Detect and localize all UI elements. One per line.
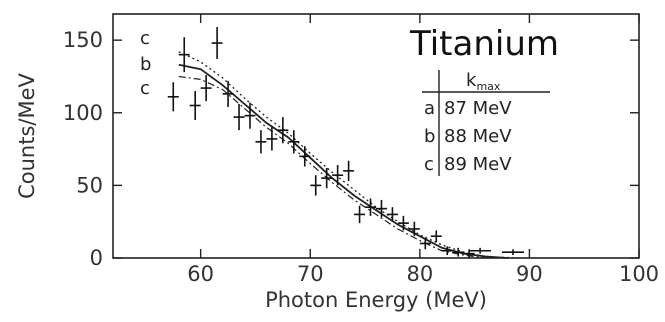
data-point [441, 246, 453, 256]
y-tick-label: 100 [63, 101, 103, 125]
data-point [332, 165, 344, 186]
legend-key-a: a [424, 98, 435, 119]
data-point [211, 27, 223, 60]
x-tick-label: 70 [297, 262, 324, 286]
x-tick-label: 80 [406, 262, 433, 286]
curve-tag-c-top: c [140, 28, 150, 49]
legend: kmax a 87 MeV b 88 MeV c 89 MeV [422, 70, 550, 176]
data-point [321, 167, 333, 189]
data-point [189, 90, 201, 121]
axis-tick-labels: 60 70 80 90 100 0 50 100 150 [63, 28, 659, 286]
data-point [167, 82, 179, 112]
data-point [178, 37, 190, 73]
legend-value-a: 87 MeV [444, 98, 512, 119]
data-point [299, 146, 311, 167]
data-point [469, 247, 492, 254]
legend-header-sub: max [476, 80, 500, 93]
chart-title: Titanium [409, 24, 559, 64]
data-point [266, 127, 278, 151]
data-point [255, 130, 267, 154]
y-tick-label: 50 [76, 173, 103, 197]
data-point [408, 221, 420, 237]
data-point [452, 247, 464, 257]
data-point [343, 160, 355, 182]
legend-header: kmax [466, 70, 501, 93]
data-point [376, 199, 387, 218]
data-point [397, 215, 409, 231]
y-tick-label: 150 [63, 28, 103, 52]
y-axis-label: Counts/MeV [15, 72, 39, 198]
data-point [277, 117, 289, 144]
legend-key-c: c [424, 154, 434, 175]
axis-ticks [113, 14, 640, 259]
x-tick-label: 60 [187, 262, 214, 286]
data-point [233, 104, 245, 131]
legend-key-b: b [424, 126, 435, 147]
fit-curve-solid [178, 63, 508, 259]
data-point [386, 207, 398, 222]
data-point [288, 130, 300, 154]
fit-curve-dashdot [178, 75, 486, 259]
data-point [310, 175, 322, 196]
data-point [200, 75, 212, 102]
data-point [354, 205, 366, 224]
x-axis-label: Photon Energy (MeV) [265, 288, 487, 312]
curve-tag-b: b [140, 54, 151, 75]
fit-curves [178, 51, 519, 259]
data-point [502, 249, 524, 256]
data-point [244, 102, 256, 129]
legend-header-k: k [466, 70, 477, 91]
data-point [430, 230, 442, 243]
curve-tag-c-bottom: c [140, 78, 150, 99]
fit-curve-dotted [178, 51, 519, 259]
plot-frame [112, 13, 640, 259]
data-point [419, 237, 431, 250]
data-point [222, 80, 234, 107]
data-point [365, 198, 376, 216]
x-tick-label: 90 [516, 262, 543, 286]
x-tick-label: 100 [619, 262, 659, 286]
y-tick-label: 0 [90, 246, 103, 270]
legend-value-b: 88 MeV [444, 126, 512, 147]
legend-value-c: 89 MeV [444, 154, 512, 175]
data-points [167, 27, 524, 258]
